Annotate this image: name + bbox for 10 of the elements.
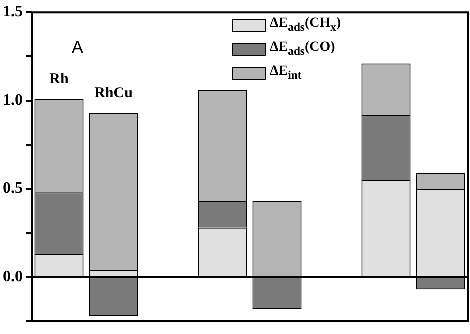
y-tick-label: 1.0 (3, 92, 23, 109)
annotation: A (72, 38, 84, 58)
y-tick-label: 0.0 (3, 268, 23, 286)
legend-label: ΔE$_{ads}$(CO) (270, 40, 336, 58)
legend-label: ΔE$_{ads}$(CH$_{x}$) (270, 16, 342, 34)
x-tick-label: RhCu (94, 86, 133, 102)
y-tick-label: 1.5 (3, 4, 23, 21)
x-tick-label: Rh (50, 71, 70, 88)
legend-label: ΔE$_{int}$ (270, 64, 302, 82)
y-tick-label: 0.5 (3, 180, 23, 198)
